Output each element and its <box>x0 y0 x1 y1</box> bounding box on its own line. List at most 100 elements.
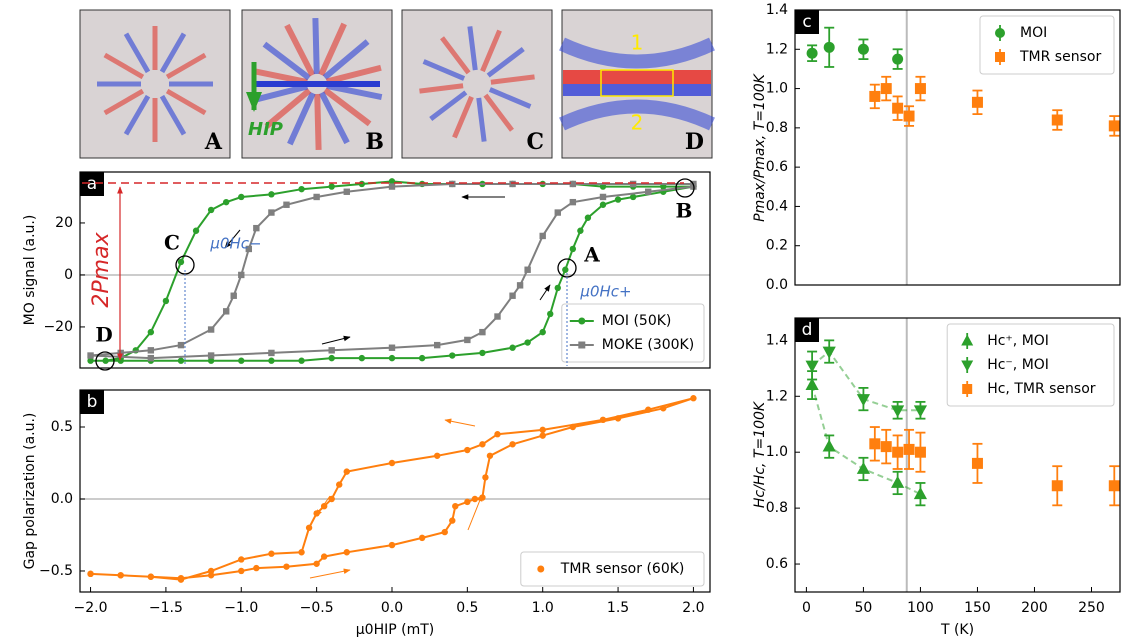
marker <box>995 28 1005 38</box>
domain-stripe <box>123 94 151 136</box>
y-tick-label: 0.0 <box>51 491 73 507</box>
marker <box>238 193 245 201</box>
marker <box>147 347 155 354</box>
y-axis-label: Hc/Hc, T=100K <box>752 400 768 508</box>
marker <box>539 232 546 240</box>
marker <box>87 570 94 578</box>
marker <box>207 206 215 214</box>
marker <box>388 183 396 190</box>
marker <box>177 576 185 583</box>
x-tick-label: 100 <box>907 600 934 616</box>
marker <box>117 349 124 357</box>
marker <box>328 183 335 190</box>
x-tick-label: 2.0 <box>682 600 704 616</box>
domain-stripe <box>488 87 532 109</box>
domain-stripe <box>480 29 502 73</box>
x-tick-label: 1.5 <box>607 600 629 616</box>
x-tick-label: −1.0 <box>224 600 258 616</box>
marker <box>971 96 983 108</box>
roi-box <box>600 69 674 97</box>
legend: MOI (50K) MOKE (300K) <box>561 303 705 363</box>
panel: 0.0 0.2 0.4 0.6 0.8 1.0 1.2 1.4 c Pmax/Pmax, T=10… <box>752 2 1121 293</box>
marker <box>449 517 456 524</box>
marker <box>857 43 869 55</box>
x-axis-label: μ0HIP (mT) <box>356 622 434 638</box>
annotation: B <box>676 199 693 223</box>
marker <box>305 524 313 531</box>
marker <box>464 498 471 506</box>
marker <box>328 354 335 362</box>
marker <box>479 349 486 357</box>
legend: Hc⁺, MOI Hc⁻, MOI Hc, TMR sensor <box>946 323 1115 407</box>
marker <box>434 341 441 349</box>
marker <box>253 224 260 232</box>
marker <box>320 553 328 560</box>
marker <box>892 446 904 458</box>
marker <box>268 191 275 198</box>
marker <box>388 541 396 549</box>
domain-stripe <box>325 64 382 85</box>
y-tick-label: 1.2 <box>766 41 788 57</box>
marker <box>645 188 652 195</box>
marker <box>268 550 275 557</box>
marker <box>230 292 237 299</box>
marker <box>569 198 577 206</box>
marker <box>856 461 871 474</box>
marker <box>434 452 441 459</box>
domain-stripe <box>422 59 466 81</box>
marker <box>222 198 230 206</box>
legend-label: MOKE (300K) <box>602 337 694 353</box>
marker <box>569 180 577 188</box>
marker <box>313 193 320 201</box>
marker <box>268 357 275 364</box>
y-tick-label: 1.4 <box>766 2 788 18</box>
panel-label: a <box>87 174 97 194</box>
marker <box>1051 114 1063 126</box>
y-axis-label: MO signal (a.u.) <box>22 215 38 326</box>
marker <box>914 446 926 458</box>
marker <box>1051 480 1063 492</box>
marker <box>823 41 835 53</box>
x-tick-label: −0.5 <box>300 600 334 616</box>
domain-stripe <box>123 32 151 74</box>
marker <box>87 357 94 364</box>
domain-stripe <box>483 93 514 132</box>
y-tick-label: 1.0 <box>766 444 788 460</box>
domain-band <box>559 99 715 131</box>
marker <box>494 313 501 320</box>
marker <box>537 565 545 573</box>
marker <box>547 310 554 318</box>
marker <box>441 528 448 536</box>
plot-frame <box>794 9 1121 286</box>
marker <box>102 357 109 364</box>
marker <box>479 328 486 336</box>
marker <box>449 352 456 359</box>
marker <box>805 360 819 373</box>
marker <box>629 193 637 201</box>
region-label: 2 <box>631 111 644 135</box>
panel: −0.5 0.0 0.5 −2.0 −1.5 −1.0 −0.5 0.0 0.5 1.0 1.5 2.… <box>22 389 711 638</box>
marker <box>418 534 426 542</box>
legend-box <box>979 15 1115 75</box>
domain-stripe <box>490 74 535 85</box>
marker <box>177 357 185 364</box>
marker <box>268 349 275 357</box>
image-label: C <box>526 129 544 155</box>
legend-label: Hc, TMR sensor <box>987 381 1096 397</box>
marker <box>914 83 926 95</box>
legend-box <box>561 303 705 363</box>
y-tick-label: 0.6 <box>766 556 788 572</box>
marker <box>539 432 546 439</box>
legend-label: TMR sensor <box>1019 49 1101 65</box>
y-tick-label: 0.6 <box>766 159 788 175</box>
marker <box>869 90 881 102</box>
arrow <box>539 284 551 301</box>
marker <box>880 83 892 95</box>
marker <box>509 344 516 351</box>
marker <box>903 443 915 455</box>
image-label: A <box>204 129 223 155</box>
marker <box>222 308 230 315</box>
marker <box>147 354 155 362</box>
domain-stripe <box>312 17 320 75</box>
panel-label-bg <box>80 172 104 196</box>
